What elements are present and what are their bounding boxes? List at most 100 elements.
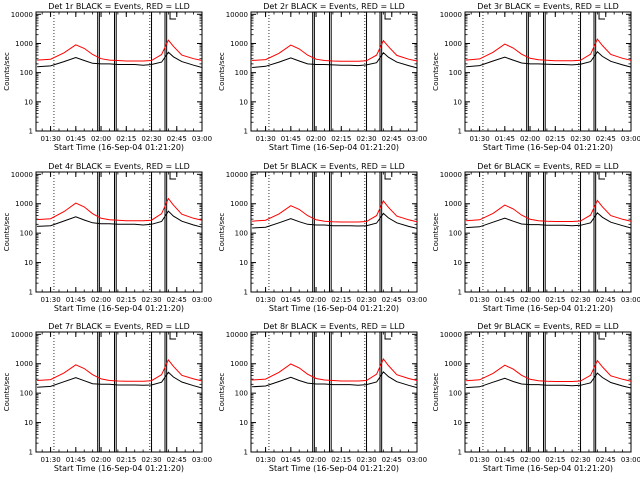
y-tick-label: 1000: [444, 40, 462, 48]
y-axis-label: Counts/sec: [432, 213, 440, 252]
plot-frame: [35, 11, 203, 132]
y-tick-label: 1000: [444, 200, 462, 208]
series-line-lld: [466, 199, 632, 222]
y-tick-label: 100: [449, 390, 462, 398]
x-tick-label: 02:15: [331, 456, 351, 464]
series-line-lld: [37, 358, 203, 382]
x-tick-label: 01:30: [255, 296, 275, 304]
y-axis-label: Counts/sec: [3, 373, 11, 412]
x-tick-label: 02:00: [520, 135, 540, 143]
x-tick-label: 01:30: [469, 135, 489, 143]
series-line-events: [466, 212, 632, 229]
x-tick-label: 02:30: [141, 135, 161, 143]
plot-frame: [464, 331, 632, 453]
marker-bracket: [598, 12, 606, 20]
panel-det-3r: Det 3r BLACK = Events, RED = LLD 1 10 100 10…: [432, 2, 640, 152]
y-tick-label: 10000: [226, 171, 248, 179]
panel-title: Det 8r BLACK = Events, RED = LLD: [263, 322, 405, 331]
y-tick-label: 1000: [444, 360, 462, 368]
x-tick-label: 02:45: [382, 456, 402, 464]
y-tick-label: 100: [20, 69, 33, 77]
series-line-events: [466, 372, 632, 389]
x-axis-label: Start Time (16-Sep-04 01:21:20): [54, 143, 184, 152]
panel-title: Det 4r BLACK = Events, RED = LLD: [48, 162, 190, 171]
y-tick-label: 10: [239, 98, 248, 106]
x-tick-label: 02:45: [596, 135, 616, 143]
x-axis-label: Start Time (16-Sep-04 01:21:20): [483, 304, 613, 313]
series-line-lld: [37, 197, 203, 222]
y-axis-label: Counts/sec: [432, 373, 440, 412]
x-tick-label: 02:15: [116, 296, 136, 304]
series-line-lld: [252, 358, 418, 382]
x-tick-label: 01:45: [66, 296, 86, 304]
x-tick-label: 02:30: [356, 296, 376, 304]
y-tick-label: 10: [24, 259, 33, 267]
y-tick-label: 100: [235, 230, 248, 238]
y-axis-label: Counts/sec: [3, 213, 11, 252]
y-tick-label: 1000: [15, 360, 33, 368]
y-tick-label: 100: [235, 69, 248, 77]
x-tick-label: 02:00: [306, 296, 326, 304]
x-tick-label: 02:45: [596, 456, 616, 464]
x-tick-label: 02:00: [91, 135, 111, 143]
x-tick-label: 02:45: [167, 456, 187, 464]
x-tick-label: 02:15: [331, 296, 351, 304]
x-tick-label: 02:30: [141, 456, 161, 464]
x-tick-label: 02:15: [545, 456, 565, 464]
x-tick-label: 01:45: [495, 456, 515, 464]
x-tick-label: 02:45: [596, 296, 616, 304]
y-tick-label: 100: [235, 390, 248, 398]
x-tick-label: 01:45: [495, 296, 515, 304]
x-tick-label: 02:15: [116, 135, 136, 143]
x-tick-label: 02:30: [141, 296, 161, 304]
x-axis-label: Start Time (16-Sep-04 01:21:20): [269, 304, 399, 313]
plot-frame: [250, 331, 418, 453]
y-axis-label: Counts/sec: [218, 373, 226, 412]
y-tick-label: 10000: [226, 11, 248, 19]
x-axis-label: Start Time (16-Sep-04 01:21:20): [269, 143, 399, 152]
x-tick-label: 01:30: [40, 135, 60, 143]
panel-title: Det 7r BLACK = Events, RED = LLD: [48, 322, 190, 331]
plot-frame: [250, 171, 418, 293]
x-axis-label: Start Time (16-Sep-04 01:21:20): [54, 304, 184, 313]
x-axis-label: Start Time (16-Sep-04 01:21:20): [54, 464, 184, 473]
series-line-events: [466, 51, 632, 68]
x-tick-label: 02:30: [570, 135, 590, 143]
x-tick-label: 03:00: [407, 135, 427, 143]
series-line-events: [37, 51, 203, 68]
x-tick-label: 01:45: [66, 456, 86, 464]
plot-frame: [464, 171, 632, 293]
x-tick-label: 02:45: [382, 135, 402, 143]
panel-det-8r: Det 8r BLACK = Events, RED = LLD 1 10 100 10…: [218, 322, 427, 473]
y-tick-label: 10000: [226, 331, 248, 339]
y-tick-label: 1000: [230, 360, 248, 368]
y-tick-label: 10000: [11, 331, 33, 339]
y-tick-label: 1: [244, 128, 248, 136]
y-tick-label: 1: [458, 289, 462, 297]
x-tick-label: 03:00: [621, 135, 640, 143]
panel-title: Det 5r BLACK = Events, RED = LLD: [263, 162, 405, 171]
x-tick-label: 02:15: [545, 135, 565, 143]
x-tick-label: 01:30: [40, 456, 60, 464]
marker-bracket: [169, 12, 177, 20]
y-tick-label: 1: [458, 449, 462, 457]
y-tick-label: 1: [458, 128, 462, 136]
panel-title: Det 1r BLACK = Events, RED = LLD: [48, 2, 190, 11]
y-axis-label: Counts/sec: [218, 52, 226, 91]
x-tick-label: 02:30: [356, 456, 376, 464]
x-axis-label: Start Time (16-Sep-04 01:21:20): [483, 464, 613, 473]
x-tick-label: 02:00: [306, 135, 326, 143]
x-tick-label: 01:30: [469, 296, 489, 304]
y-tick-label: 1: [244, 449, 248, 457]
y-tick-label: 10: [239, 419, 248, 427]
x-tick-label: 01:30: [469, 456, 489, 464]
series-line-events: [37, 371, 203, 389]
x-tick-label: 02:00: [520, 456, 540, 464]
y-tick-label: 10: [24, 419, 33, 427]
panel-det-1r: Det 1r BLACK = Events, RED = LLD 1 10 100 10…: [3, 2, 212, 152]
plot-frame: [464, 11, 632, 132]
y-tick-label: 1000: [230, 40, 248, 48]
y-tick-label: 1: [29, 128, 33, 136]
series-line-events: [252, 52, 418, 69]
x-tick-label: 01:45: [66, 135, 86, 143]
